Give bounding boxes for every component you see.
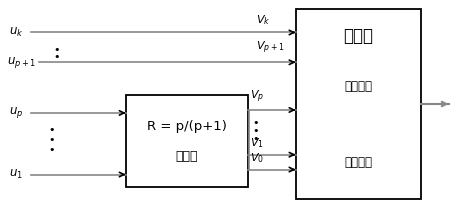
Text: •: •: [253, 134, 259, 144]
Text: 选择序列: 选择序列: [344, 80, 372, 93]
Text: •: •: [48, 135, 55, 145]
Text: $V_p$: $V_p$: [250, 89, 264, 105]
Text: R = p/(p+1): R = p/(p+1): [147, 120, 227, 133]
Text: •: •: [48, 125, 55, 135]
Text: •: •: [253, 118, 259, 128]
Text: 子集序列: 子集序列: [344, 156, 372, 169]
Bar: [296, 9, 421, 199]
Text: $V_0$: $V_0$: [250, 151, 264, 165]
Text: $u_k$: $u_k$: [10, 26, 24, 39]
Text: $V_1$: $V_1$: [250, 136, 264, 150]
Text: •: •: [253, 126, 259, 136]
Text: $u_1$: $u_1$: [10, 168, 23, 181]
Text: •: •: [48, 145, 55, 155]
Text: $u_{p+1}$: $u_{p+1}$: [7, 55, 37, 70]
Text: 映射器: 映射器: [343, 27, 373, 45]
Text: •: •: [53, 45, 60, 55]
Text: 编码器: 编码器: [176, 150, 198, 163]
Text: $u_p$: $u_p$: [10, 106, 24, 120]
Text: $V_{p+1}$: $V_{p+1}$: [256, 40, 284, 56]
Text: •: •: [53, 52, 60, 62]
Text: $V_k$: $V_k$: [256, 13, 270, 27]
Bar: [126, 95, 248, 187]
